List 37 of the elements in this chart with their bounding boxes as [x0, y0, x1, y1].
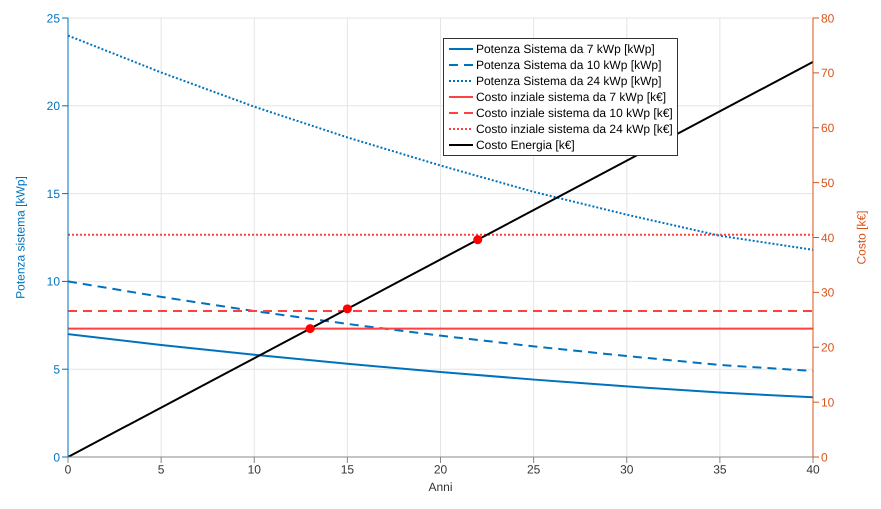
y2-tick-label: 80 [821, 11, 835, 26]
y2-tick-label: 70 [821, 66, 835, 80]
legend-label: Potenza Sistema da 10 kWp [kWp] [476, 58, 662, 72]
y-tick-label: 0 [53, 450, 60, 464]
y2-tick-label: 60 [821, 121, 835, 136]
x-tick-label: 10 [248, 462, 262, 477]
point [473, 235, 482, 244]
legend-label: Potenza Sistema da 24 kWp [kWp] [476, 74, 662, 88]
legend-label: Costo inziale sistema da 10 kWp [k€] [476, 106, 673, 120]
x-tick-label: 30 [620, 462, 634, 477]
x-tick-label: 15 [340, 462, 354, 477]
legend-label: Potenza Sistema da 7 kWp [kWp] [476, 42, 655, 56]
y-tick-label: 15 [46, 186, 60, 201]
y-axis-title: Potenza sistema [kWp] [13, 176, 28, 299]
point [306, 324, 315, 334]
y2-tick-label: 10 [821, 395, 835, 410]
y2-tick-label: 0 [821, 450, 828, 464]
x-tick-label: 0 [64, 462, 72, 477]
x-tick-label: 40 [806, 462, 820, 477]
y-tick-label: 25 [46, 11, 60, 26]
y2-tick-label: 30 [821, 286, 835, 300]
y2-axis-title: Costo [k€] [854, 210, 868, 265]
y-tick-label: 10 [46, 274, 60, 289]
x-tick-label: 5 [158, 462, 165, 477]
y-tick-label: 20 [46, 99, 60, 114]
legend-label: Costo inziale sistema da 24 kWp [k€] [476, 122, 673, 136]
y2-tick-label: 20 [821, 340, 835, 355]
y2-tick-label: 50 [821, 176, 835, 190]
x-tick-label: 25 [526, 462, 541, 477]
x-tick-label: 20 [434, 462, 448, 477]
y2-tick-label: 40 [821, 230, 835, 245]
x-axis-title: Anni [428, 480, 453, 494]
y-tick-label: 5 [53, 362, 60, 376]
point [342, 304, 352, 314]
legend-label: Costo inziale sistema da 7 kWp [k€] [476, 90, 666, 104]
x-tick-label: 35 [713, 462, 727, 477]
legend-label: Costo Energia [k€] [476, 138, 575, 152]
